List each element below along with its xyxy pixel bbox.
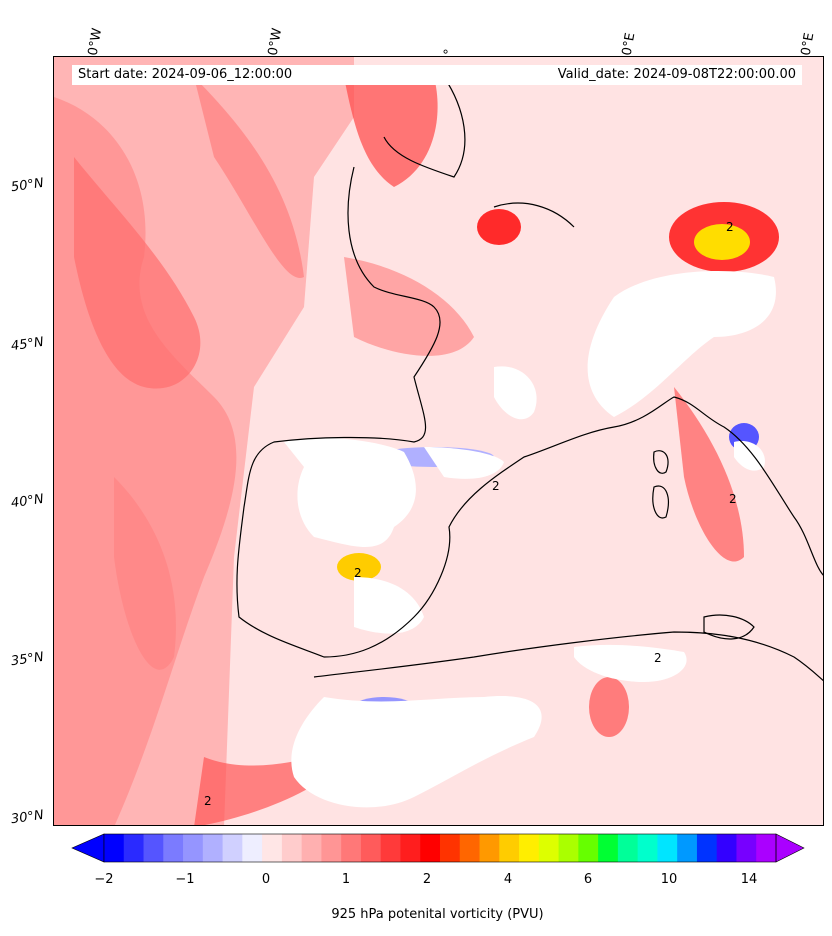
colorbar-segment: [301, 834, 322, 862]
colorbar-segment: [242, 834, 263, 862]
colorbar-segment: [637, 834, 658, 862]
colorbar-segment: [143, 834, 164, 862]
coast-sicily: [703, 614, 755, 640]
colorbar-segment: [657, 834, 678, 862]
colorbar-segment: [341, 834, 362, 862]
colorbar-segment: [677, 834, 698, 862]
field-atlantic-band2: [194, 77, 304, 278]
field-uk: [344, 77, 438, 187]
lat-label-40n: 40°N: [10, 491, 45, 512]
mask-atlas: [291, 696, 542, 808]
field-africa-east: [589, 677, 629, 737]
colorbar-segment: [321, 834, 342, 862]
cbar-tick-minus2: −2: [94, 872, 114, 887]
colorbar-segment: [736, 834, 757, 862]
colorbar-segment: [558, 834, 579, 862]
colorbar-frame: [103, 833, 777, 863]
colorbar: [71, 833, 805, 863]
mask-apennines: [734, 441, 765, 471]
cbar-tick-14: 14: [740, 872, 758, 887]
coast-sardinia: [652, 485, 669, 519]
colorbar-segment: [519, 834, 540, 862]
colorbar-segment: [578, 834, 599, 862]
contour-label-spain: 2: [354, 566, 362, 580]
colorbar-segment: [281, 834, 303, 862]
colorbar-extend-min: [71, 833, 105, 863]
colorbar-segment: [104, 834, 125, 862]
cbar-tick-minus1: −1: [175, 872, 195, 887]
colorbar-segment: [696, 834, 718, 862]
colorbar-segment: [183, 834, 204, 862]
field-atlantic-band3: [114, 477, 176, 670]
colorbar-segment: [380, 834, 401, 862]
contour-label-italy: 2: [729, 492, 737, 506]
coast-north-africa: [313, 631, 823, 682]
colorbar-segment: [400, 834, 421, 862]
field-channel-spot: [477, 209, 521, 245]
lat-label-45n: 45°N: [10, 334, 45, 355]
field-spain-hot: [337, 553, 381, 581]
colorbar-segment: [756, 834, 777, 862]
contour-label-morocco: 2: [204, 794, 212, 808]
coast-corsica: [653, 450, 669, 474]
mask-massif: [494, 366, 537, 420]
colorbar-segment: [163, 834, 184, 862]
colorbar-segment: [716, 834, 737, 862]
cbar-tick-6: 6: [583, 872, 593, 887]
contour-label-alps: 2: [726, 220, 734, 234]
field-biscay: [344, 257, 474, 356]
colorbar-segment: [499, 834, 520, 862]
lat-label-35n: 35°N: [10, 649, 45, 670]
date-info-bar: Start date: 2024-09-06_12:00:00 Valid_da…: [72, 65, 802, 85]
coast-western-europe: [236, 166, 823, 658]
colorbar-segment: [440, 834, 461, 862]
cbar-tick-2: 2: [422, 872, 432, 887]
contour-label-tunisia: 2: [654, 651, 662, 665]
colorbar-label: 925 hPa potenital vorticity (PVU): [331, 907, 544, 922]
cbar-tick-1: 1: [341, 872, 351, 887]
colorbar-segment: [202, 834, 224, 862]
colorbar-extend-max: [775, 833, 805, 863]
coast-britain: [383, 76, 466, 178]
mask-alps: [587, 271, 776, 417]
lat-label-30n: 30°N: [10, 807, 45, 828]
colorbar-segment: [360, 834, 382, 862]
lat-label-50n: 50°N: [10, 175, 45, 196]
colorbar-segment: [262, 834, 283, 862]
map-field-svg: 2 2 2 2 2 2: [54, 57, 823, 825]
colorbar-segment: [222, 834, 243, 862]
colorbar-segment: [617, 834, 639, 862]
coastlines: [236, 76, 823, 682]
colorbar-segment: [479, 834, 500, 862]
cbar-tick-10: 10: [660, 872, 678, 887]
colorbar-segment: [420, 834, 441, 862]
cbar-tick-4: 4: [503, 872, 513, 887]
colorbar-segment: [598, 834, 619, 862]
mask-sierra: [354, 577, 424, 634]
cbar-tick-0: 0: [261, 872, 271, 887]
mask-iberia-north: [284, 437, 416, 547]
field-atlantic-band1: [74, 157, 201, 389]
coast-channel: [493, 202, 575, 228]
field-italy: [674, 387, 744, 562]
start-date-label: Start date: 2024-09-06_12:00:00: [78, 67, 293, 82]
potential-vorticity-map: 2 2 2 2 2 2: [53, 56, 824, 826]
contour-labels: 2 2 2 2 2 2: [204, 220, 737, 808]
colorbar-segment: [123, 834, 145, 862]
mask-tell: [574, 644, 687, 682]
contour-label-pyrenees: 2: [492, 479, 500, 493]
field-alps-yellow: [694, 224, 750, 260]
colorbar-segment: [459, 834, 481, 862]
colorbar-segment: [538, 834, 560, 862]
mask-pyrenees: [424, 447, 504, 479]
valid-date-label: Valid_date: 2024-09-08T22:00:00.00: [557, 67, 796, 82]
